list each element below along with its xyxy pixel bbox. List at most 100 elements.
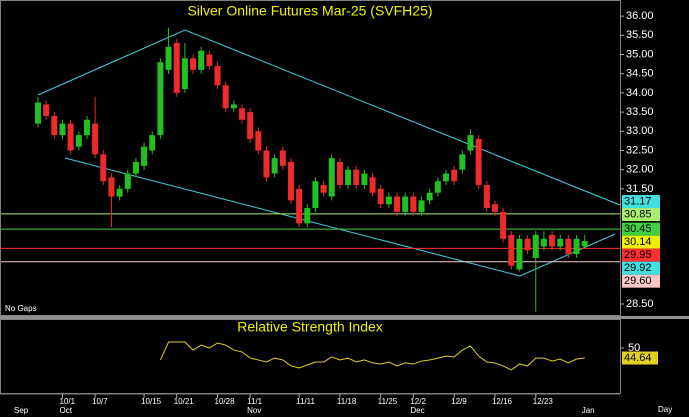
x-tick-label: 11/11	[296, 397, 315, 406]
candle-body	[35, 102, 41, 124]
level-box	[622, 208, 660, 222]
month-label: Oct	[59, 406, 72, 415]
level-box	[622, 222, 660, 236]
candle-body	[67, 123, 74, 151]
candle-body	[524, 238, 531, 251]
candle-body	[263, 150, 270, 178]
y-tick-label: 32.00	[626, 164, 654, 176]
candle-body	[83, 119, 90, 136]
x-tick-label: 12/2	[410, 397, 426, 406]
candle-body	[214, 66, 221, 86]
value-label: 44.64	[624, 352, 652, 364]
candle-body	[198, 50, 205, 70]
candle-body	[75, 135, 82, 147]
candle-body	[287, 161, 294, 201]
candle-body	[132, 161, 139, 174]
candle-body	[443, 173, 449, 182]
candle-body	[239, 108, 245, 120]
candle-body	[500, 211, 507, 239]
x-tick-label: 10/21	[174, 397, 195, 406]
y-tick-label: 28.50	[626, 298, 654, 310]
candle-body	[320, 185, 327, 193]
level-label: 31.17	[624, 195, 652, 207]
candle-body	[410, 196, 417, 212]
candle-body	[173, 43, 180, 93]
candle-body	[108, 177, 115, 197]
candle-body	[549, 234, 556, 247]
month-label: Jan	[582, 406, 595, 415]
y-tick-label: 36.00	[626, 10, 654, 22]
y-tick-label: 34.00	[626, 87, 654, 99]
candle-body	[141, 146, 148, 166]
y-tick-label: 34.50	[626, 68, 654, 80]
candle-body	[377, 188, 384, 205]
candle-body	[92, 123, 99, 155]
candle-body	[271, 158, 278, 174]
y-tick-label: 32.50	[626, 144, 654, 156]
candle-body	[149, 135, 156, 151]
candle-body	[532, 234, 539, 258]
candle-body	[353, 169, 360, 186]
y-tick-label: 31.50	[626, 183, 654, 195]
candle-body	[345, 169, 352, 186]
candle-body	[467, 135, 474, 151]
level-box	[622, 261, 660, 275]
candle-body	[59, 123, 66, 136]
candle-body	[304, 208, 311, 224]
x-tick-label: 11/1	[247, 397, 263, 406]
candle-body	[573, 238, 580, 255]
x-tick-label: 10/28	[215, 397, 236, 406]
candle-body	[459, 154, 466, 170]
candle-body	[51, 115, 58, 136]
candle-body	[557, 238, 564, 247]
candle-body	[475, 138, 482, 186]
level-label: 30.45	[624, 223, 652, 235]
candle-body	[100, 154, 107, 182]
candle-body	[43, 104, 50, 116]
x-tick-label: 10/15	[141, 397, 162, 406]
month-label: Nov	[247, 406, 261, 415]
candle-body	[255, 131, 262, 151]
candle-body	[165, 46, 172, 70]
candle-body	[336, 161, 343, 186]
candle-body	[230, 104, 237, 109]
candle-body	[385, 196, 392, 205]
x-tick-label: 10/7	[92, 397, 108, 406]
candle-body	[328, 158, 335, 197]
x-tick-label: 12/9	[451, 397, 467, 406]
candle-body	[296, 188, 303, 224]
candle-body	[157, 62, 164, 136]
candle-body	[247, 112, 254, 139]
level-box	[622, 235, 660, 249]
level-label: 29.95	[624, 249, 652, 261]
y-tick-label: 33.50	[626, 106, 654, 118]
rsi-line	[159, 341, 585, 371]
chart-title: Silver Online Futures Mar-25 (SVFH25)	[187, 3, 432, 19]
x-tick-label: 12/16	[492, 397, 513, 406]
x-tick-label: 12/23	[533, 397, 554, 406]
candle-body	[483, 185, 490, 209]
candle-body	[565, 238, 572, 255]
candle-body	[434, 181, 441, 193]
rsi-title: Relative Strength Index	[237, 319, 383, 335]
candle-body	[426, 192, 433, 201]
level-label: 29.60	[624, 275, 652, 287]
channel-upper	[37, 29, 621, 206]
x-tick-label: 11/25	[378, 397, 398, 406]
level-box	[622, 195, 660, 209]
separator	[0, 316, 689, 319]
x-axis-label: Day	[658, 405, 672, 414]
price-frame	[0, 0, 621, 316]
y-tick-label: 50	[628, 342, 640, 354]
candle-body	[361, 173, 368, 186]
candle-body	[181, 58, 188, 90]
candle-body	[491, 204, 498, 212]
candle-body	[116, 188, 123, 197]
candle-body	[394, 196, 401, 212]
candle-body	[451, 169, 458, 182]
candle-body	[190, 58, 197, 70]
month-label: Dec	[410, 406, 424, 415]
note: No Gaps	[5, 304, 37, 313]
